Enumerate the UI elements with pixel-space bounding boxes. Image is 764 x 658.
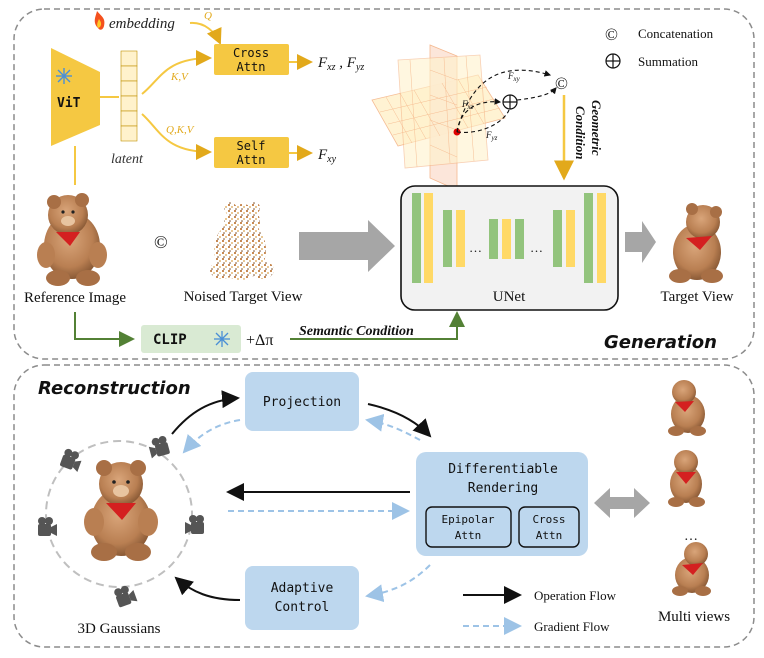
unet-blocks [412, 193, 606, 283]
triplane-fxz-label: Fxz [461, 99, 474, 111]
clip-block [141, 325, 241, 353]
camera-orbit [45, 440, 193, 588]
target-label: Target View [661, 289, 734, 305]
multi-view-image-3 [672, 542, 711, 596]
ref-to-clip-line [74, 312, 135, 347]
cross-attn-line2: Attn [237, 60, 266, 74]
semantic-label: Semantic Condition [299, 324, 414, 339]
f-xy-label: Fxy [317, 147, 337, 165]
geometric-line2: Condition [573, 106, 588, 159]
latent-tokens [120, 50, 138, 142]
triplane-grid [371, 44, 506, 191]
diff-line1: Differentiable [448, 462, 558, 477]
latent-to-self-arrow [141, 113, 212, 160]
latent-to-cross-arrow [141, 50, 212, 95]
sum-to-concat-arrow [516, 87, 557, 101]
sum-label: Summation [638, 54, 698, 69]
triplane-dash-fyz [456, 109, 510, 133]
render-cross-line1: Cross [532, 513, 565, 526]
epipolar-line2: Attn [455, 529, 482, 542]
camera-icon-2 [146, 435, 171, 459]
camera-icon-4 [185, 515, 204, 534]
gradient-flow-label: Gradient Flow [534, 619, 610, 634]
triplane-fyz-label: Fyz [485, 130, 498, 142]
gen-concat-symbol: © [154, 232, 168, 252]
gaussian-teddy-image [84, 460, 158, 561]
unet-dots-right: … [530, 240, 543, 255]
noised-target-image [210, 202, 274, 280]
triplane-dash-fxy [456, 69, 552, 133]
render-to-projection-grad [365, 413, 421, 441]
clip-label: CLIP [153, 332, 187, 348]
vit-label: ViT [57, 96, 81, 111]
epipolar-attn-box [425, 506, 512, 548]
f-xz-yz-label: Fxz , Fyz [317, 55, 364, 73]
adaptive-control-box [245, 566, 359, 630]
self-attn-line1: Self [237, 139, 266, 153]
legend: © Concatenation Summation [605, 25, 714, 69]
reference-label: Reference Image [24, 290, 126, 306]
triplane-concat-symbol: © [555, 74, 568, 93]
kv-label: K,V [170, 71, 189, 83]
flame-icon [94, 11, 105, 30]
generation-title: Generation [604, 332, 717, 353]
sum-icon [605, 53, 621, 69]
cross-attn-block [214, 44, 289, 75]
embedding-arrow [189, 21, 222, 45]
q-label: Q [204, 10, 212, 22]
diff-render-box [416, 452, 588, 556]
reconstruction-panel [13, 364, 755, 648]
multi-views-label: Multi views [658, 609, 730, 625]
multi-view-image-1 [668, 380, 706, 436]
gaussians-label: 3D Gaussians [78, 621, 161, 637]
latent-label: latent [111, 152, 144, 167]
target-view-image [669, 203, 723, 283]
self-attn-block [214, 137, 289, 168]
multi-view-dots: … [684, 529, 698, 544]
diff-line2: Rendering [468, 481, 538, 496]
clip-snowflake-icon [214, 331, 230, 347]
reference-image [37, 193, 107, 286]
reconstruction-title: Reconstruction [38, 378, 191, 399]
triplane-sum-icon [502, 94, 518, 110]
adaptive-line2: Control [275, 600, 330, 615]
projection-label: Projection [263, 395, 341, 410]
to-unet-arrow [299, 220, 395, 272]
render-cross-line2: Attn [536, 529, 563, 542]
semantic-arrow [290, 311, 465, 340]
projection-box [245, 372, 359, 431]
adaptive-line1: Adaptive [271, 581, 334, 596]
render-multiview-double-arrow [594, 488, 650, 518]
render-to-adaptive-grad [365, 564, 431, 603]
embedding-label: embedding [109, 16, 175, 32]
unet-dots-left: … [469, 240, 482, 255]
triplane-dash-fxz [456, 98, 502, 133]
to-target-arrow [625, 221, 656, 263]
delta-pi-label: +Δπ [246, 332, 273, 349]
qkv-label: Q,K,V [166, 124, 195, 136]
render-cross-attn-box [518, 506, 580, 548]
epipolar-line1: Epipolar [442, 513, 495, 526]
snowflake-icon [56, 68, 72, 84]
projection-to-gauss-grad [182, 419, 241, 454]
geometric-line1: Geometric [589, 100, 604, 156]
operation-flow-label: Operation Flow [534, 588, 617, 603]
triplane-fxy-label: Fxy [507, 71, 521, 83]
camera-icon-3 [38, 517, 57, 536]
multi-view-image-2 [668, 450, 705, 507]
concat-symbol: © [605, 25, 618, 44]
gauss-to-projection-arrow [171, 390, 240, 435]
unet-label: UNet [493, 289, 526, 305]
self-attn-line2: Attn [237, 153, 266, 167]
camera-icon-5 [113, 583, 138, 608]
projection-to-render-arrow [367, 403, 432, 438]
noised-label: Noised Target View [184, 289, 303, 305]
cross-attn-line1: Cross [233, 46, 269, 60]
generation-panel [13, 8, 755, 360]
adaptive-to-gauss-arrow [174, 576, 241, 601]
concat-label: Concatenation [638, 26, 714, 41]
vit-encoder [51, 48, 100, 146]
